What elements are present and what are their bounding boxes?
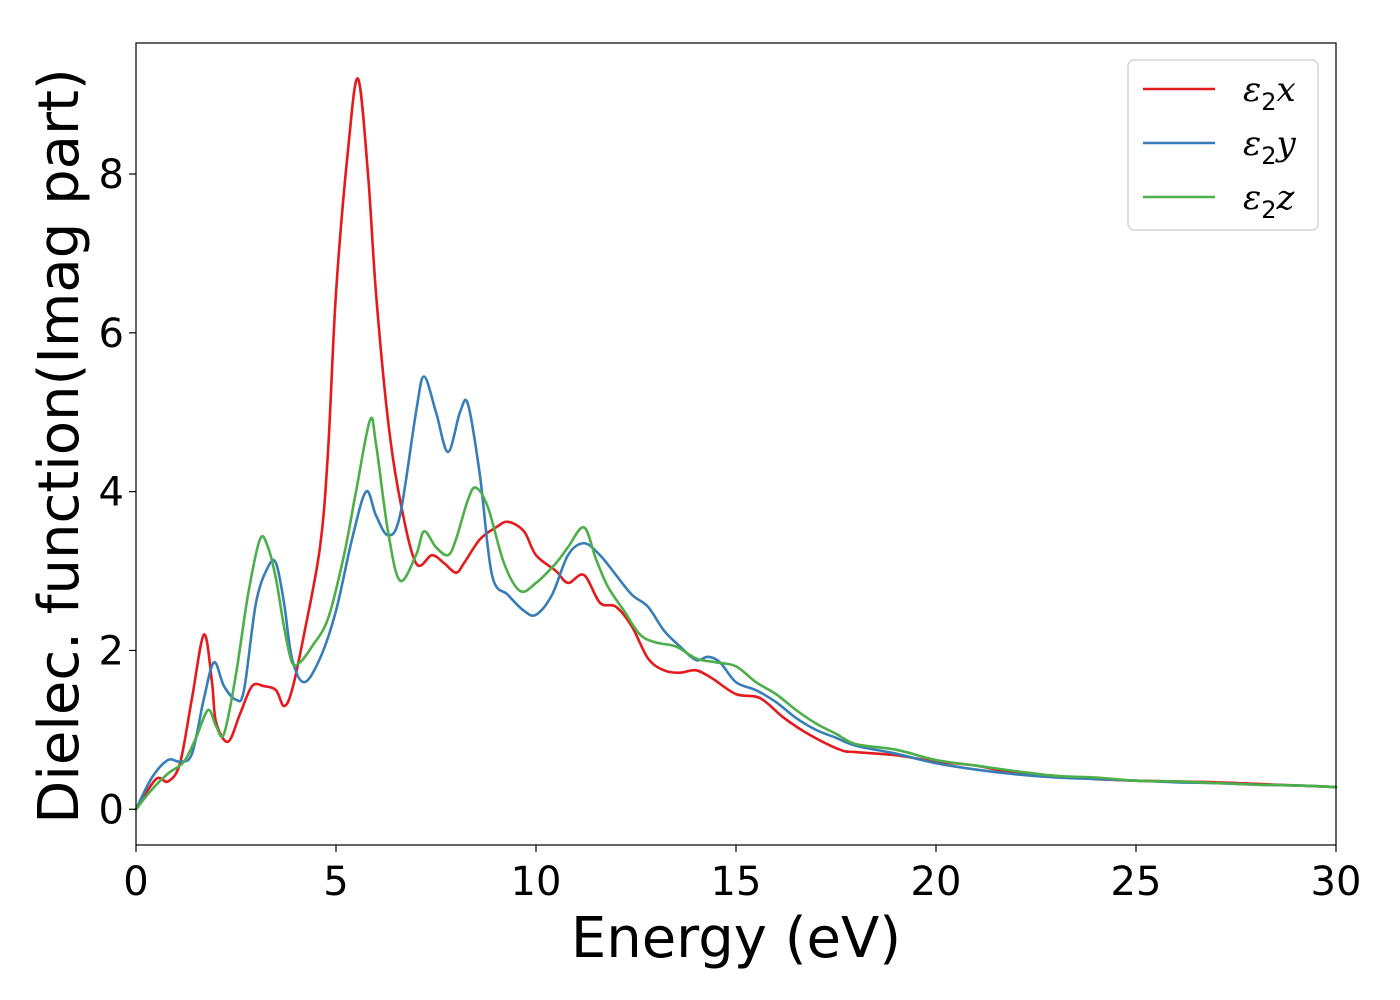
series-line-3	[134, 416, 1338, 811]
legend-label-3: ε2z	[1243, 178, 1296, 224]
series-line-1	[134, 77, 1338, 811]
y-axis: 0 2 4 6 8	[99, 152, 136, 833]
x-tick-label: 20	[911, 859, 962, 905]
series-layer	[134, 77, 1338, 811]
y-tick-label: 6	[99, 311, 124, 357]
y-tick-label: 4	[99, 470, 124, 516]
legend: ε2x ε2y ε2z	[1127, 59, 1319, 231]
x-tick-label: 5	[323, 859, 348, 905]
x-axis: 0 5 10 15 20 25 30	[123, 845, 1361, 905]
y-tick-label: 8	[99, 152, 124, 198]
x-tick-label: 0	[123, 859, 148, 905]
x-tick-label: 15	[711, 859, 762, 905]
x-tick-label: 25	[1111, 859, 1162, 905]
x-axis-label: Energy (eV)	[571, 906, 901, 971]
series-line-2	[134, 375, 1338, 811]
x-tick-label: 10	[511, 859, 562, 905]
x-tick-label: 30	[1311, 859, 1362, 905]
y-tick-label: 2	[99, 628, 124, 674]
legend-label-2: ε2y	[1243, 124, 1297, 170]
y-tick-label: 0	[99, 787, 124, 833]
legend-label-1: ε2x	[1243, 70, 1296, 116]
y-axis-label: Dielec. function(Imag part)	[27, 68, 92, 824]
legend-box	[1127, 59, 1319, 231]
